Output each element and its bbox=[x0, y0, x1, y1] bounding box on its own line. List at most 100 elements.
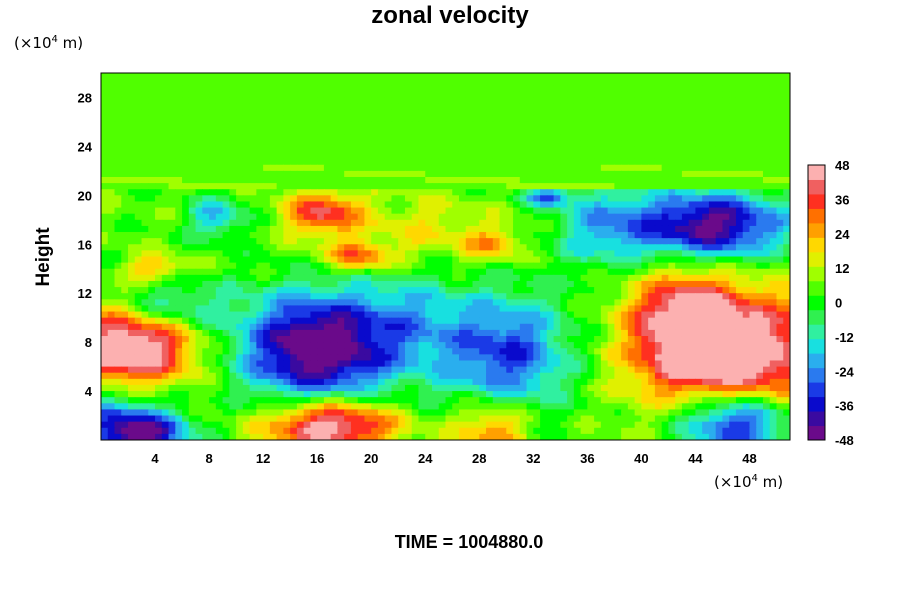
heatmap-cell bbox=[134, 317, 143, 325]
heatmap-cell bbox=[188, 103, 197, 111]
heatmap-cell bbox=[445, 238, 453, 245]
heatmap-cell bbox=[769, 262, 778, 270]
heatmap-cell bbox=[459, 219, 467, 227]
heatmap-cell bbox=[438, 329, 447, 337]
heatmap-cell bbox=[222, 115, 230, 123]
heatmap-cell bbox=[317, 244, 325, 251]
heatmap-cell bbox=[445, 189, 453, 196]
heatmap-cell bbox=[580, 342, 588, 349]
heatmap-cell bbox=[553, 274, 561, 282]
heatmap-cell bbox=[769, 207, 778, 215]
heatmap-cell bbox=[445, 91, 453, 99]
heatmap-cell bbox=[506, 225, 514, 233]
heatmap-cell bbox=[621, 201, 629, 209]
heatmap-cell bbox=[654, 164, 663, 172]
heatmap-cell bbox=[742, 225, 751, 233]
heatmap-cell bbox=[600, 176, 609, 184]
heatmap-cell bbox=[594, 91, 602, 99]
heatmap-cell bbox=[445, 305, 453, 313]
heatmap-cell bbox=[310, 85, 318, 92]
heatmap-cell bbox=[337, 164, 345, 172]
heatmap-cell bbox=[465, 244, 474, 251]
heatmap-cell bbox=[438, 360, 447, 368]
heatmap-cell bbox=[708, 360, 717, 368]
heatmap-cell bbox=[438, 189, 447, 196]
heatmap-cell bbox=[357, 176, 366, 184]
heatmap-cell bbox=[350, 329, 359, 337]
heatmap-cell bbox=[472, 79, 480, 86]
heatmap-cell bbox=[459, 360, 467, 368]
heatmap-cell bbox=[377, 164, 386, 172]
heatmap-cell bbox=[668, 366, 676, 374]
heatmap-cell bbox=[303, 219, 311, 227]
heatmap-cell bbox=[533, 109, 541, 117]
heatmap-cell bbox=[350, 97, 359, 105]
heatmap-cell bbox=[735, 115, 744, 123]
heatmap-cell bbox=[161, 250, 170, 258]
heatmap-cell bbox=[519, 134, 528, 141]
heatmap-cell bbox=[553, 121, 561, 129]
heatmap-cell bbox=[688, 115, 697, 123]
heatmap-cell bbox=[742, 213, 751, 221]
heatmap-cell bbox=[148, 115, 156, 123]
heatmap-cell bbox=[715, 164, 724, 172]
heatmap-cell bbox=[634, 146, 642, 154]
heatmap-cell bbox=[722, 158, 730, 166]
heatmap-cell bbox=[188, 225, 197, 233]
heatmap-cell bbox=[762, 213, 771, 221]
heatmap-cell bbox=[607, 152, 615, 160]
heatmap-cell bbox=[114, 103, 122, 111]
heatmap-cell bbox=[465, 274, 474, 282]
heatmap-cell bbox=[459, 109, 467, 117]
heatmap-cell bbox=[384, 311, 393, 319]
heatmap-cell bbox=[107, 336, 116, 343]
heatmap-cell bbox=[513, 201, 521, 209]
heatmap-cell bbox=[607, 366, 615, 374]
heatmap-cell bbox=[425, 91, 433, 99]
heatmap-cell bbox=[269, 225, 278, 233]
heatmap-cell bbox=[175, 250, 183, 258]
heatmap-cell bbox=[459, 317, 467, 325]
heatmap-cell bbox=[627, 336, 636, 343]
heatmap-cell bbox=[594, 219, 602, 227]
heatmap-cell bbox=[573, 225, 582, 233]
heatmap-cell bbox=[479, 201, 487, 209]
heatmap-cell bbox=[121, 287, 129, 294]
heatmap-cell bbox=[101, 121, 109, 129]
heatmap-cell bbox=[749, 336, 757, 343]
heatmap-cell bbox=[513, 329, 521, 337]
heatmap-cell bbox=[479, 323, 487, 331]
heatmap-cell bbox=[283, 225, 291, 233]
heatmap-cell bbox=[661, 73, 670, 80]
heatmap-cell bbox=[648, 348, 656, 355]
heatmap-cell bbox=[634, 85, 642, 92]
heatmap-cell bbox=[290, 329, 298, 337]
heatmap-cell bbox=[722, 256, 730, 264]
heatmap-cell bbox=[553, 225, 561, 233]
heatmap-cell bbox=[296, 115, 305, 123]
heatmap-cell bbox=[330, 183, 339, 190]
heatmap-cell bbox=[155, 170, 163, 178]
heatmap-cell bbox=[519, 317, 528, 325]
heatmap-cell bbox=[404, 73, 413, 80]
heatmap-cell bbox=[141, 97, 149, 105]
heatmap-cell bbox=[222, 103, 230, 111]
heatmap-cell bbox=[600, 158, 609, 166]
heatmap-cell bbox=[148, 274, 156, 282]
heatmap-cell bbox=[546, 85, 555, 92]
heatmap-cell bbox=[452, 354, 460, 362]
heatmap-cell bbox=[614, 201, 622, 209]
heatmap-cell bbox=[560, 146, 568, 154]
heatmap-cell bbox=[722, 219, 730, 227]
heatmap-cell bbox=[276, 262, 284, 270]
heatmap-cell bbox=[702, 79, 710, 86]
heatmap-cell bbox=[398, 176, 406, 184]
heatmap-cell bbox=[431, 201, 440, 209]
heatmap-cell bbox=[242, 85, 251, 92]
heatmap-cell bbox=[256, 73, 264, 80]
heatmap-cell bbox=[391, 262, 399, 270]
heatmap-cell bbox=[513, 140, 521, 147]
heatmap-cell bbox=[175, 201, 183, 209]
heatmap-cell bbox=[101, 238, 109, 245]
heatmap-cell bbox=[472, 128, 480, 135]
